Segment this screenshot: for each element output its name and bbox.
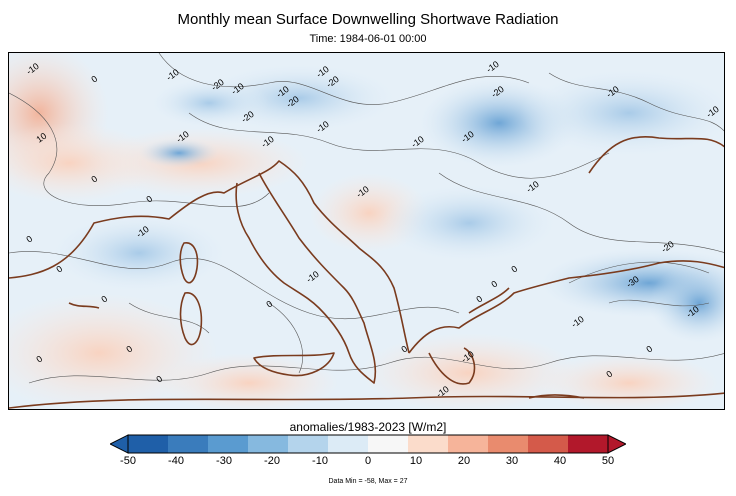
colorbar-title: anomalies/1983-2023 [W/m2] (289, 420, 447, 434)
contour-label: 0 (474, 294, 484, 305)
contour-label: 0 (604, 369, 614, 380)
colorbar-swatch (328, 435, 369, 453)
anomaly-field (9, 53, 724, 409)
map-subtitle: Time: 1984-06-01 00:00 (309, 33, 427, 45)
contour-label: 0 (124, 344, 134, 355)
colorbar-swatch (568, 435, 609, 453)
colorbar-tick-label: -40 (168, 455, 184, 467)
contour-label: 0 (154, 374, 164, 385)
colorbar-swatch (448, 435, 489, 453)
contour-label: 0 (89, 174, 99, 185)
colorbar-tick-label: 10 (409, 455, 423, 467)
colorbar-max-arrow (607, 434, 626, 454)
colorbar (110, 434, 626, 454)
colorbar-swatch (528, 435, 569, 453)
colorbar-swatch (248, 435, 289, 453)
contour-label: 0 (644, 344, 654, 355)
colorbar-swatch (208, 435, 249, 453)
contour-label: 0 (489, 279, 499, 290)
colorbar-min-arrow (110, 434, 129, 454)
colorbar-swatch (128, 435, 169, 453)
colorbar-tick-label: -10 (312, 455, 328, 467)
colorbar-swatch (408, 435, 449, 453)
colorbar-tick-label: -30 (216, 455, 232, 467)
contour-label: 0 (99, 294, 109, 305)
contour-label: 0 (24, 234, 34, 245)
map-title: Monthly mean Surface Downwelling Shortwa… (177, 11, 559, 28)
colorbar-tick-label: 50 (601, 455, 615, 467)
colorbar-tick-label: 0 (364, 455, 372, 467)
colorbar-swatches (128, 435, 609, 453)
colorbar-tick-label: -20 (264, 455, 280, 467)
colorbar-tick-label: -50 (120, 455, 136, 467)
contour-label: 10 (34, 131, 48, 145)
map-panel: -10 0 -10 -20 -10 -10 -20 -10 -20 -20 -10 -10 -20 -10… (8, 52, 725, 410)
colorbar-swatch (168, 435, 209, 453)
contour-lines (9, 53, 724, 384)
colorbar-swatch (288, 435, 329, 453)
coastlines (9, 136, 724, 409)
contour-label: 0 (54, 264, 64, 275)
colorbar-tick-label: 40 (553, 455, 567, 467)
contour-label: 0 (34, 354, 44, 365)
contour-label: 0 (144, 194, 154, 205)
contour-label: 0 (399, 344, 409, 355)
data-range-info: Data Min = -58, Max = 27 (328, 478, 408, 485)
colorbar-tick-label: 20 (457, 455, 471, 467)
colorbar-swatch (488, 435, 529, 453)
contour-label: 0 (509, 264, 519, 275)
colorbar-swatch (368, 435, 409, 453)
colorbar-tick-label: 30 (505, 455, 519, 467)
colorbar-border (127, 434, 609, 454)
contour-label: 0 (89, 74, 99, 85)
anomaly-map: -100 -10-20 -10 -10-20-10-20-20-10-10-20-10… (9, 53, 724, 409)
contour-label: 0 (264, 299, 274, 310)
